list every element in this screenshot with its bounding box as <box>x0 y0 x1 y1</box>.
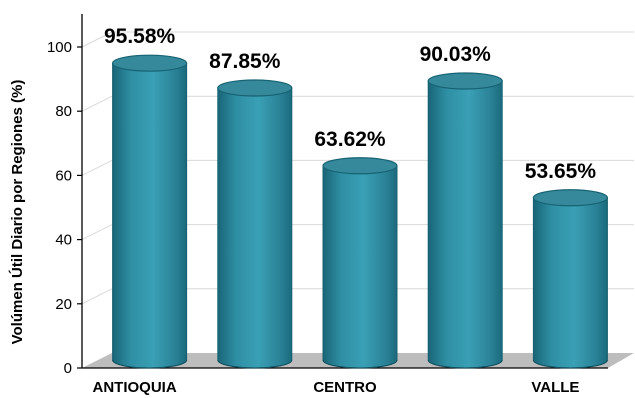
y-tick-label: 20 <box>55 296 72 313</box>
bar-body <box>217 87 293 369</box>
y-tick-label: 80 <box>55 103 72 120</box>
bar-body <box>322 165 398 369</box>
bar-body <box>532 197 608 369</box>
bar-base <box>322 359 398 369</box>
data-label: 95.58% <box>104 25 176 48</box>
y-axis-title: Volúmen Útil Diario por Regiones (%) <box>8 80 26 345</box>
data-label: 90.03% <box>420 43 492 66</box>
category-label: ANTIOQUIA <box>93 379 177 396</box>
data-label: 63.62% <box>314 128 386 151</box>
y-tick-label: 40 <box>55 232 72 249</box>
y-tick-labels: 0 20 40 60 80 100 <box>47 39 72 377</box>
category-label: VALLE <box>531 379 579 396</box>
gridline-side <box>81 31 113 48</box>
gridline-side <box>81 95 113 112</box>
bar <box>322 157 398 369</box>
bar <box>532 189 609 369</box>
gridline-side <box>81 159 113 176</box>
bar-base <box>112 359 188 369</box>
bar-top <box>217 79 293 97</box>
bars <box>112 54 609 369</box>
y-tick-label: 60 <box>55 167 72 184</box>
bar-base <box>217 359 293 369</box>
bar-top <box>427 72 503 90</box>
bar <box>217 79 293 369</box>
bar-top <box>322 157 398 175</box>
bar-top <box>532 189 609 207</box>
y-tick-label: 100 <box>47 39 72 56</box>
y-axis <box>77 14 608 369</box>
y-tick-label: 0 <box>64 360 72 377</box>
data-labels: 95.58% 87.85% 63.62% 90.03% 53.65% <box>104 25 596 183</box>
bar <box>112 54 188 369</box>
bar-base <box>427 359 503 369</box>
bar-body <box>112 62 188 369</box>
data-label: 87.85% <box>209 50 281 73</box>
bar <box>427 72 503 369</box>
bar-base <box>532 359 608 369</box>
bar-body <box>427 80 503 369</box>
category-labels: ANTIOQUIA CENTRO VALLE <box>93 379 580 396</box>
category-label: CENTRO <box>313 379 377 396</box>
gridline-side <box>81 288 113 305</box>
gridline-side <box>81 224 113 241</box>
data-label: 53.65% <box>525 160 597 183</box>
bar-top <box>112 54 188 72</box>
